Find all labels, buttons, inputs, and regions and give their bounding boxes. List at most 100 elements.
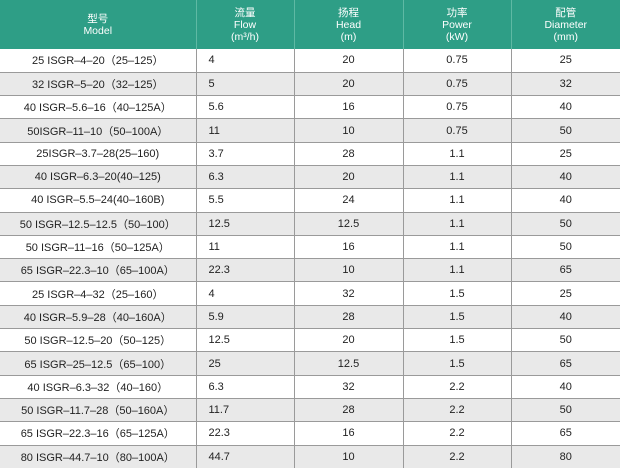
- cell-model: 50ISGR–11–10（50–100A）: [0, 118, 197, 143]
- header-model-cn: 型号: [87, 12, 109, 25]
- table-row: 40 ISGR–5.9–28（40–160A） 5.9 28 1.5 40: [0, 305, 620, 330]
- header-diameter-en: Diameter: [544, 18, 588, 31]
- table-row: 40 ISGR–5.6–16（40–125A） 5.6 16 0.75 40: [0, 95, 620, 120]
- cell-flow: 12.5: [196, 212, 295, 236]
- table-row: 50 ISGR–12.5–20（50–125） 12.5 20 1.5 50: [0, 328, 620, 353]
- cell-flow: 6.3: [196, 165, 295, 190]
- header-flow: 流量 Flow (m³/h): [196, 0, 295, 49]
- cell-head: 16: [294, 235, 404, 260]
- cell-power: 1.5: [403, 305, 512, 330]
- header-power-en: Power: [442, 18, 472, 31]
- header-flow-cn: 流量: [234, 6, 256, 19]
- cell-diameter: 50: [511, 398, 620, 423]
- cell-model: 25ISGR–3.7–28(25–160): [0, 142, 197, 166]
- header-head-unit: (m): [340, 30, 357, 43]
- cell-head: 28: [294, 305, 404, 330]
- cell-diameter: 50: [511, 118, 620, 143]
- cell-power: 1.1: [403, 188, 512, 213]
- cell-diameter: 40: [511, 305, 620, 330]
- table-header: 型号 Model 流量 Flow (m³/h) 扬程 Head (m) 功率 P…: [0, 0, 620, 49]
- cell-model: 25 ISGR–4–32（25–160）: [0, 281, 197, 306]
- header-flow-unit: (m³/h): [231, 30, 259, 43]
- table-row: 40 ISGR–6.3–32（40–160） 6.3 32 2.2 40: [0, 375, 620, 399]
- cell-power: 0.75: [403, 95, 512, 120]
- cell-diameter: 25: [511, 281, 620, 306]
- cell-head: 16: [294, 95, 404, 120]
- cell-diameter: 32: [511, 72, 620, 97]
- table-row: 40 ISGR–5.5–24(40–160B) 5.5 24 1.1 40: [0, 188, 620, 213]
- cell-head: 10: [294, 445, 404, 468]
- table-row: 80 ISGR–44.7–10（80–100A） 44.7 10 2.2 80: [0, 445, 620, 468]
- table-row: 25 ISGR–4–32（25–160） 4 32 1.5 25: [0, 281, 620, 306]
- cell-flow: 5.5: [196, 188, 295, 213]
- cell-power: 2.2: [403, 445, 512, 468]
- header-diameter: 配管 Diameter (mm): [511, 0, 620, 49]
- header-head: 扬程 Head (m): [294, 0, 404, 49]
- table-row: 65 ISGR–25–12.5（65–100） 25 12.5 1.5 65: [0, 351, 620, 376]
- cell-power: 1.1: [403, 142, 512, 166]
- cell-flow: 22.3: [196, 258, 295, 283]
- cell-diameter: 50: [511, 328, 620, 353]
- cell-power: 1.1: [403, 258, 512, 283]
- cell-diameter: 50: [511, 212, 620, 236]
- table-row: 50 ISGR–12.5–12.5（50–100） 12.5 12.5 1.1 50: [0, 212, 620, 236]
- cell-power: 2.2: [403, 398, 512, 423]
- cell-flow: 3.7: [196, 142, 295, 166]
- cell-power: 1.5: [403, 281, 512, 306]
- cell-flow: 11.7: [196, 398, 295, 423]
- cell-flow: 12.5: [196, 328, 295, 353]
- cell-head: 20: [294, 72, 404, 97]
- cell-head: 24: [294, 188, 404, 213]
- cell-model: 65 ISGR–22.3–10（65–100A）: [0, 258, 197, 283]
- cell-model: 65 ISGR–22.3–16（65–125A）: [0, 421, 197, 446]
- header-power: 功率 Power (kW): [403, 0, 512, 49]
- cell-head: 20: [294, 49, 404, 73]
- header-power-unit: (kW): [445, 30, 469, 43]
- cell-diameter: 40: [511, 188, 620, 213]
- table-row: 65 ISGR–22.3–16（65–125A） 22.3 16 2.2 65: [0, 421, 620, 446]
- cell-flow: 11: [196, 235, 295, 260]
- cell-model: 40 ISGR–5.9–28（40–160A）: [0, 305, 197, 330]
- table-row: 50 ISGR–11.7–28（50–160A） 11.7 28 2.2 50: [0, 398, 620, 423]
- cell-flow: 5.6: [196, 95, 295, 120]
- cell-head: 32: [294, 281, 404, 306]
- header-head-en: Head: [335, 18, 362, 31]
- header-model-en: Model: [83, 24, 113, 37]
- header-flow-en: Flow: [233, 18, 257, 31]
- cell-model: 50 ISGR–12.5–12.5（50–100）: [0, 212, 197, 236]
- cell-head: 20: [294, 165, 404, 190]
- header-power-cn: 功率: [446, 6, 468, 19]
- cell-flow: 11: [196, 118, 295, 143]
- cell-diameter: 25: [511, 49, 620, 73]
- cell-diameter: 65: [511, 351, 620, 376]
- cell-head: 12.5: [294, 212, 404, 236]
- header-diameter-cn: 配管: [555, 6, 577, 19]
- cell-flow: 4: [196, 49, 295, 73]
- cell-diameter: 65: [511, 258, 620, 283]
- table-row: 50ISGR–11–10（50–100A） 11 10 0.75 50: [0, 118, 620, 143]
- cell-diameter: 40: [511, 165, 620, 190]
- cell-model: 40 ISGR–6.3–20(40–125): [0, 165, 197, 190]
- cell-model: 65 ISGR–25–12.5（65–100）: [0, 351, 197, 376]
- cell-model: 40 ISGR–6.3–32（40–160）: [0, 375, 197, 399]
- cell-flow: 25: [196, 351, 295, 376]
- header-diameter-unit: (mm): [553, 30, 579, 43]
- cell-model: 50 ISGR–12.5–20（50–125）: [0, 328, 197, 353]
- cell-head: 10: [294, 118, 404, 143]
- cell-head: 32: [294, 375, 404, 399]
- cell-power: 2.2: [403, 421, 512, 446]
- cell-diameter: 65: [511, 421, 620, 446]
- cell-diameter: 80: [511, 445, 620, 468]
- cell-model: 80 ISGR–44.7–10（80–100A）: [0, 445, 197, 468]
- table-row: 32 ISGR–5–20（32–125） 5 20 0.75 32: [0, 72, 620, 97]
- cell-power: 1.5: [403, 351, 512, 376]
- cell-model: 25 ISGR–4–20（25–125）: [0, 49, 197, 73]
- cell-head: 12.5: [294, 351, 404, 376]
- cell-power: 1.1: [403, 235, 512, 260]
- cell-model: 50 ISGR–11–16（50–125A）: [0, 235, 197, 260]
- cell-power: 1.5: [403, 328, 512, 353]
- header-row: 型号 Model 流量 Flow (m³/h) 扬程 Head (m) 功率 P…: [0, 0, 620, 49]
- cell-head: 28: [294, 398, 404, 423]
- cell-model: 32 ISGR–5–20（32–125）: [0, 72, 197, 97]
